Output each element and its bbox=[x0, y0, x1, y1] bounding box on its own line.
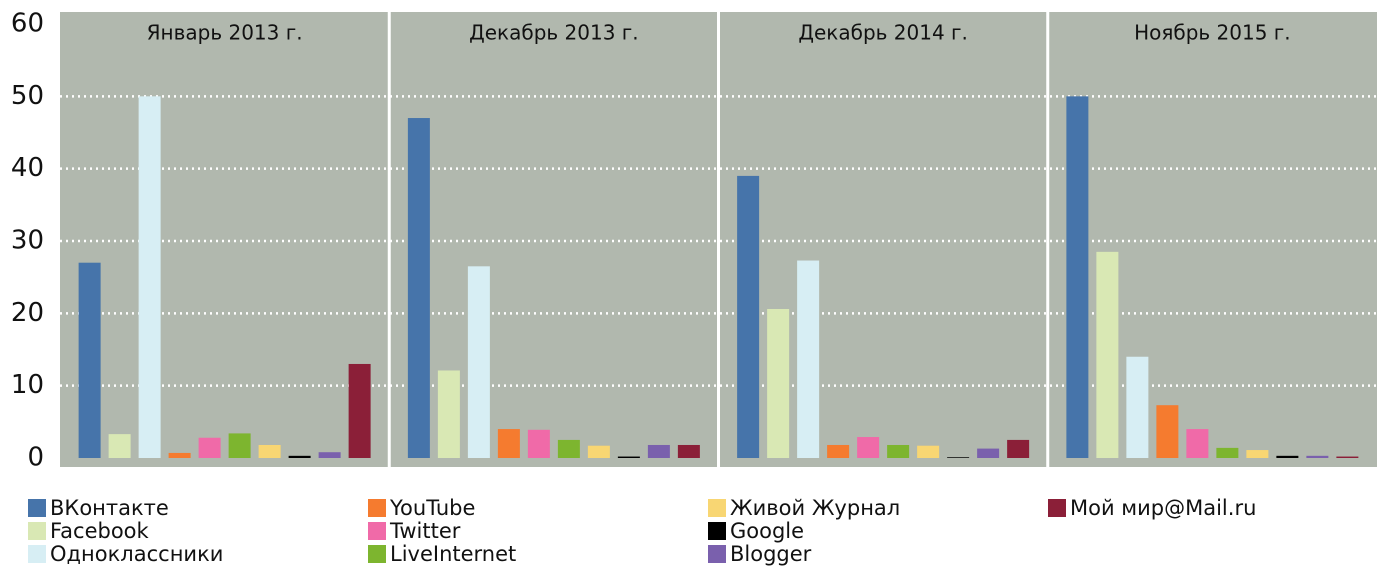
bar bbox=[1007, 439, 1030, 458]
bar bbox=[827, 444, 850, 458]
bar bbox=[258, 444, 281, 458]
bar bbox=[737, 175, 760, 458]
y-tick-label: 50 bbox=[11, 81, 44, 111]
bar bbox=[857, 437, 880, 458]
bar bbox=[1306, 455, 1329, 458]
bar bbox=[437, 370, 460, 458]
bar bbox=[108, 434, 131, 458]
legend-swatch bbox=[708, 545, 726, 563]
bar bbox=[348, 363, 371, 458]
bar bbox=[917, 445, 940, 458]
bar bbox=[977, 448, 1000, 458]
y-tick-label: 40 bbox=[11, 153, 44, 183]
bar bbox=[587, 445, 610, 458]
bar bbox=[1156, 405, 1179, 458]
legend-label: LiveInternet bbox=[390, 542, 516, 566]
legend-swatch bbox=[368, 522, 386, 540]
bar bbox=[1186, 429, 1209, 458]
legend-swatch bbox=[368, 499, 386, 517]
bar bbox=[1246, 450, 1269, 458]
legend-label: YouTube bbox=[389, 496, 475, 520]
bar bbox=[198, 437, 221, 458]
legend-label: Мой мир@Mail.ru bbox=[1070, 496, 1256, 520]
bar bbox=[617, 456, 640, 458]
legend-swatch bbox=[1048, 499, 1066, 517]
y-tick-label: 20 bbox=[11, 298, 44, 328]
bar bbox=[228, 433, 251, 458]
bar bbox=[1096, 251, 1119, 458]
legend-label: Blogger bbox=[730, 542, 812, 566]
bar bbox=[677, 444, 700, 458]
legend-swatch bbox=[28, 522, 46, 540]
bar bbox=[497, 429, 520, 458]
bar bbox=[288, 455, 311, 458]
bar bbox=[138, 96, 161, 458]
legend-label: Google bbox=[730, 519, 804, 543]
legend-label: Одноклассники bbox=[50, 542, 223, 566]
panel-title: Декабрь 2013 г. bbox=[469, 21, 639, 45]
legend-label: ВКонтакте bbox=[50, 496, 169, 520]
y-tick-label: 60 bbox=[11, 9, 44, 39]
panel-title: Декабрь 2014 г. bbox=[798, 21, 968, 45]
panel-title: Ноябрь 2015 г. bbox=[1134, 21, 1291, 45]
bar bbox=[1066, 96, 1089, 458]
legend-swatch bbox=[28, 499, 46, 517]
bar bbox=[647, 444, 670, 458]
legend-label: Facebook bbox=[50, 519, 150, 543]
legend-swatch bbox=[708, 499, 726, 517]
y-tick-label: 0 bbox=[27, 443, 44, 473]
bar bbox=[1276, 455, 1299, 458]
bar bbox=[1336, 456, 1359, 458]
legend-swatch bbox=[368, 545, 386, 563]
bar bbox=[467, 266, 490, 458]
bar bbox=[407, 118, 430, 459]
panel-title: Январь 2013 г. bbox=[147, 21, 303, 45]
bar bbox=[318, 452, 341, 458]
legend-label: Twitter bbox=[389, 519, 461, 543]
bar bbox=[168, 452, 191, 458]
legend-swatch bbox=[708, 522, 726, 540]
legend-label: Живой Журнал bbox=[730, 496, 900, 520]
legend-swatch bbox=[28, 545, 46, 563]
bar bbox=[887, 444, 910, 458]
bar bbox=[1126, 356, 1149, 458]
y-tick-label: 30 bbox=[11, 226, 44, 256]
bar bbox=[557, 439, 580, 458]
bar bbox=[947, 457, 970, 458]
bar bbox=[797, 260, 820, 458]
bar bbox=[527, 429, 550, 458]
y-tick-label: 10 bbox=[11, 370, 44, 400]
bar bbox=[1216, 447, 1239, 458]
bar bbox=[767, 308, 790, 458]
bar bbox=[78, 262, 101, 458]
